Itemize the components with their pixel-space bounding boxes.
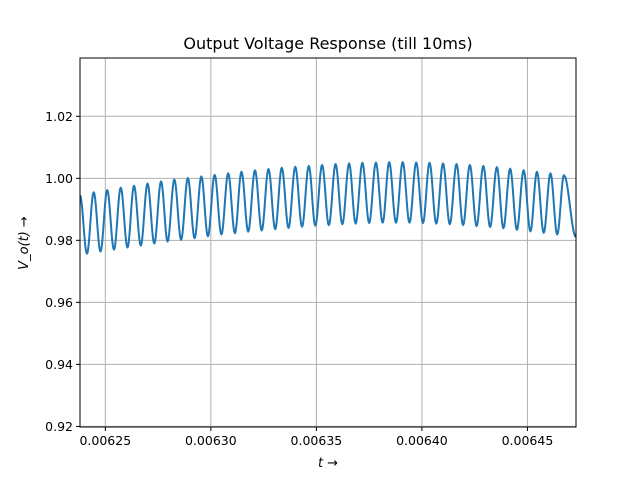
y-tick-label: 0.92 (45, 419, 73, 434)
grid (80, 58, 576, 427)
x-tick-label: 0.00630 (185, 433, 237, 448)
x-tick-label: 0.00625 (79, 433, 131, 448)
y-tick-label: 0.98 (45, 233, 73, 248)
x-tick-label: 0.00635 (291, 433, 343, 448)
x-tick-label: 0.00640 (396, 433, 448, 448)
x-tick-label: 0.00645 (502, 433, 554, 448)
y-tick-label: 0.96 (45, 295, 73, 310)
y-axis-label: V_o(t) → (17, 216, 32, 270)
y-tick-label: 0.94 (45, 357, 73, 372)
y-tick-label: 1.02 (45, 109, 73, 124)
y-axis: 0.92 0.94 0.96 0.98 1.00 1.02 (45, 109, 80, 434)
plot-frame (79, 57, 577, 428)
chart-title: Output Voltage Response (till 10ms) (183, 34, 472, 53)
x-axis: 0.00625 0.00630 0.00635 0.00640 0.00645 (79, 427, 553, 448)
series-line-output-voltage (80, 161, 576, 255)
x-axis-label: t → (318, 456, 338, 471)
y-tick-label: 1.00 (45, 171, 73, 186)
